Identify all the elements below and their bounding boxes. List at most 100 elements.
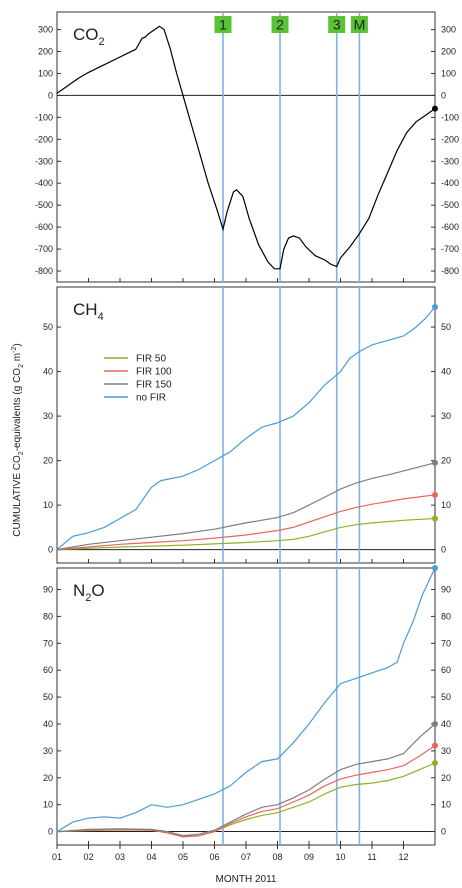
xtick-label: 01 [52,852,62,862]
y-axis-label: CUMULATIVE CO2-equivalents (g CO2 m-2) [11,343,25,536]
ytick-label-right: 20 [441,773,451,783]
ytick-label-right: -800 [441,266,459,276]
ytick-label-right: 0 [441,90,446,100]
legend-label: FIR 50 [136,354,166,365]
ytick-label-right: 50 [441,692,451,702]
series-line-fir-150 [56,723,436,837]
y-axis-label-part-b: -equivalents (g CO [12,368,23,452]
ytick-label-left: 0 [48,545,53,555]
panel-n2o: 90 90 80 80 70 70 60 60 50 50 40 40 30 30 20 20 10 10 0 0 N2… [43,565,451,846]
series-line-co2 [56,25,436,270]
series-endpoint-co2 [432,105,438,112]
ytick-label-left: -100 [35,112,53,122]
panel-title-sub: 4 [98,311,104,323]
xtick-label: 07 [241,852,251,862]
ytick-label-right: 200 [441,47,456,57]
event-marker-label: 1 [219,17,227,33]
ytick-label-left: -500 [35,200,53,210]
xtick-label: 11 [367,852,376,862]
ytick-label-right: 90 [441,585,451,595]
y-axis-label-sup-c: -2 [11,347,18,353]
event-marker-box [328,16,346,33]
ytick-label-right: 20 [441,456,451,466]
panel-title-sub: 2 [99,36,105,48]
ytick-label-right: 60 [441,665,451,675]
xtick-label: 04 [146,852,156,862]
y-axis-label-part-d: ) [12,343,23,346]
ytick-label-left: 40 [43,719,53,729]
series-line-fir-50 [56,762,436,838]
ytick-label-left: 20 [43,456,53,466]
ytick-label-left: 300 [38,25,53,35]
ytick-label-right: 100 [441,68,456,78]
panel-title-n2o: N2O [73,581,105,604]
legend-label: FIR 100 [136,367,172,378]
ytick-label-left: 0 [48,90,53,100]
ytick-label-right: 300 [441,25,456,35]
series-endpoint-fir-50 [432,515,438,522]
event-marker-3: 3 [328,16,346,33]
panel-title-ch4: CH4 [73,300,104,323]
ytick-label-right: -500 [441,200,459,210]
xtick-label: 05 [178,852,188,862]
ytick-label-right: 80 [441,611,451,621]
legend-label: no FIR [136,393,166,404]
y-axis-label-part-a: CUMULATIVE CO [12,455,23,537]
panel-title-tail: O [91,581,104,600]
panel-title-sub: 2 [85,592,91,604]
ytick-label-right: -200 [441,134,459,144]
panel-co2: 300 300 200 200 100 100 0 0 -100 -100 -200 -200 -300… [35,11,459,283]
series-line-no-fir [56,567,436,833]
series-endpoint-fir-100 [432,742,438,749]
panel-title-main: N [73,581,85,600]
ytick-label-left: 70 [43,638,53,648]
ytick-label-left: 200 [38,47,53,57]
y-axis-label-sub-a: 2 [18,451,25,455]
series-line-no-fir [56,306,436,551]
panel-frame-n2o [56,567,436,846]
ytick-label-left: 90 [43,585,53,595]
series-line-fir-100 [56,494,436,551]
xtick-label: 10 [335,852,345,862]
event-marker-label: M [354,17,366,33]
y-axis-label-sub-b: 2 [18,364,25,368]
event-marker-box [350,16,368,33]
ytick-label-right: 40 [441,719,451,729]
series-endpoint-fir-100 [432,491,438,498]
ytick-label-left: 10 [43,500,53,510]
series-endpoint-fir-50 [432,759,438,766]
legend-label: FIR 150 [136,380,172,391]
ytick-label-left: -300 [35,156,53,166]
xtick-label: 08 [272,852,282,862]
xtick-label: 06 [209,852,219,862]
ytick-label-left: 20 [43,773,53,783]
ytick-label-left: 30 [43,411,53,421]
event-marker-box [271,16,289,33]
ytick-label-right: 0 [441,545,446,555]
event-marker-box [214,16,232,33]
ytick-label-left: 10 [43,800,53,810]
ytick-label-right: 70 [441,638,451,648]
ytick-label-right: 0 [441,827,446,837]
ytick-label-right: 10 [441,500,451,510]
series-line-fir-50 [56,517,436,551]
xtick-label: 03 [115,852,125,862]
panel-title-co2: CO2 [73,25,105,48]
ytick-label-left: 0 [48,827,53,837]
ytick-label-left: -700 [35,244,53,254]
ytick-label-right: -700 [441,244,459,254]
y-axis-label-part-c: m [12,353,23,364]
x-axis: 01 02 03 04 05 06 07 08 09 10 11 12 [52,845,409,862]
event-marker-1: 1 [214,16,232,33]
ytick-label-left: 100 [38,68,53,78]
ytick-label-left: 50 [43,322,53,332]
xtick-label: 09 [304,852,314,862]
ytick-label-right: -400 [441,178,459,188]
ytick-label-left: -800 [35,266,53,276]
ytick-label-right: -300 [441,156,459,166]
ytick-label-right: 10 [441,800,451,810]
series-endpoint-fir-150 [432,459,438,466]
